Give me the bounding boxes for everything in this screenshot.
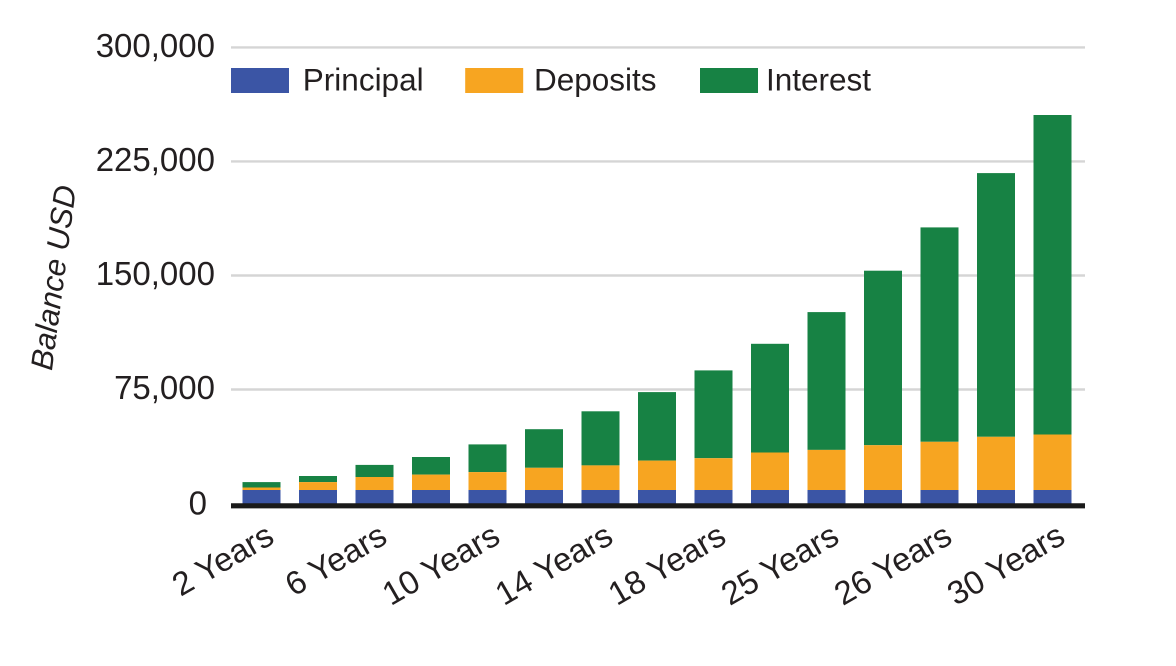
svg-text:75,000: 75,000 — [114, 369, 215, 406]
svg-text:Interest: Interest — [766, 62, 871, 98]
svg-text:300,000: 300,000 — [96, 27, 215, 64]
svg-text:Principal: Principal — [303, 62, 424, 98]
svg-text:0: 0 — [189, 485, 207, 522]
svg-text:225,000: 225,000 — [96, 141, 215, 178]
svg-text:150,000: 150,000 — [96, 255, 215, 292]
svg-text:Deposits: Deposits — [534, 62, 657, 98]
